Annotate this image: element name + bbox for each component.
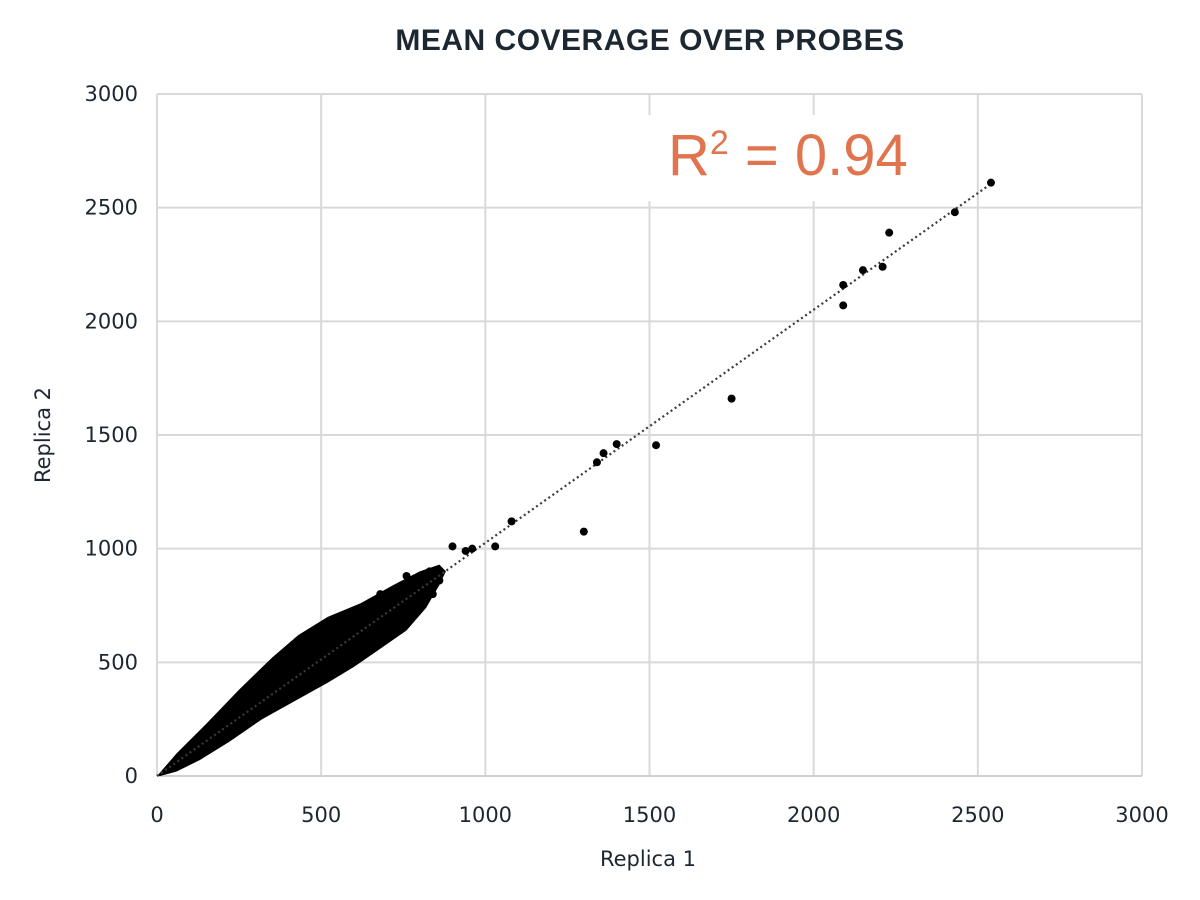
- chart-title: MEAN COVERAGE OVER PROBES: [395, 24, 905, 57]
- fringe-point-21: [185, 753, 194, 762]
- fringe-point-15: [290, 685, 299, 694]
- data-point-14: [491, 542, 500, 551]
- data-point-10: [885, 228, 894, 237]
- data-point-5: [727, 394, 736, 403]
- y-tick-500: 500: [98, 650, 138, 674]
- x-tick-1000: 1000: [459, 803, 512, 827]
- fringe-point-9: [428, 590, 437, 599]
- fringe-point-22: [435, 576, 444, 585]
- x-tick-2000: 2000: [787, 803, 840, 827]
- data-point-12: [986, 178, 995, 187]
- fringe-point-6: [395, 590, 404, 599]
- data-point-8: [858, 266, 867, 275]
- fringe-point-18: [235, 724, 244, 733]
- fringe-point-2: [336, 624, 345, 633]
- data-point-7: [839, 301, 848, 310]
- data-point-13: [507, 517, 516, 526]
- fringe-point-30: [267, 662, 276, 671]
- fringe-point-16: [277, 699, 286, 708]
- x-tick-labels: 0 500 1000 1500 2000 2500 3000: [150, 803, 1168, 827]
- fringe-point-13: [336, 658, 345, 667]
- fringe-point-4: [366, 608, 375, 617]
- x-tick-0: 0: [150, 803, 163, 827]
- y-axis-label: Replica 2: [31, 387, 55, 483]
- fringe-point-17: [251, 710, 260, 719]
- fringe-point-0: [307, 644, 316, 653]
- data-point-6: [839, 280, 848, 289]
- fringe-point-24: [402, 571, 411, 580]
- fringe-point-12: [363, 635, 372, 644]
- fringe-point-27: [330, 617, 339, 626]
- fringe-point-23: [425, 567, 434, 576]
- fringe-point-5: [382, 599, 391, 608]
- y-tick-2500: 2500: [85, 196, 138, 220]
- x-tick-500: 500: [301, 803, 341, 827]
- x-axis-label: Replica 1: [600, 847, 696, 871]
- y-tick-0: 0: [125, 764, 138, 788]
- y-tick-1500: 1500: [85, 423, 138, 447]
- data-point-0: [592, 458, 601, 467]
- y-tick-labels: 0 500 1000 1500 2000 2500 3000: [85, 82, 138, 788]
- fringe-point-31: [251, 676, 260, 685]
- trendline: [156, 182, 992, 777]
- r-squared-value: = 0.94: [728, 123, 908, 188]
- data-point-4: [652, 441, 661, 450]
- data-point-3: [579, 527, 588, 536]
- r-squared-superscript: 2: [709, 124, 729, 162]
- fringe-point-11: [382, 631, 391, 640]
- fringe-point-29: [284, 649, 293, 658]
- fringe-point-7: [409, 581, 418, 590]
- fringe-point-25: [376, 590, 385, 599]
- fringe-point-19: [218, 735, 227, 744]
- data-point-11: [950, 208, 959, 217]
- fringe-point-26: [356, 603, 365, 612]
- r-squared-background: [648, 115, 838, 201]
- data-point-1: [599, 449, 608, 458]
- data-point-15: [468, 544, 477, 553]
- fringe-point-1: [323, 631, 332, 640]
- r-squared-annotation: R2 = 0.94: [668, 122, 908, 189]
- dense-cluster-shape: [157, 564, 446, 776]
- x-tick-1500: 1500: [623, 803, 676, 827]
- dense-point-cluster: [157, 564, 446, 776]
- y-tick-3000: 3000: [85, 82, 138, 106]
- fringe-point-20: [202, 744, 211, 753]
- fringe-point-8: [422, 574, 431, 583]
- data-point-9: [878, 262, 887, 271]
- x-tick-3000: 3000: [1115, 803, 1168, 827]
- fringe-point-10: [415, 599, 424, 608]
- fringe-point-14: [310, 676, 319, 685]
- data-point-2: [612, 440, 621, 449]
- fringe-point-3: [350, 612, 358, 621]
- fringe-point-28: [304, 635, 313, 644]
- data-points: [448, 178, 995, 555]
- y-tick-1000: 1000: [85, 537, 138, 561]
- y-tick-2000: 2000: [85, 309, 138, 333]
- trendline-path: [156, 182, 992, 777]
- data-point-16: [461, 546, 470, 555]
- x-tick-2500: 2500: [951, 803, 1004, 827]
- r-squared-base: R: [668, 123, 710, 188]
- data-point-17: [448, 542, 457, 551]
